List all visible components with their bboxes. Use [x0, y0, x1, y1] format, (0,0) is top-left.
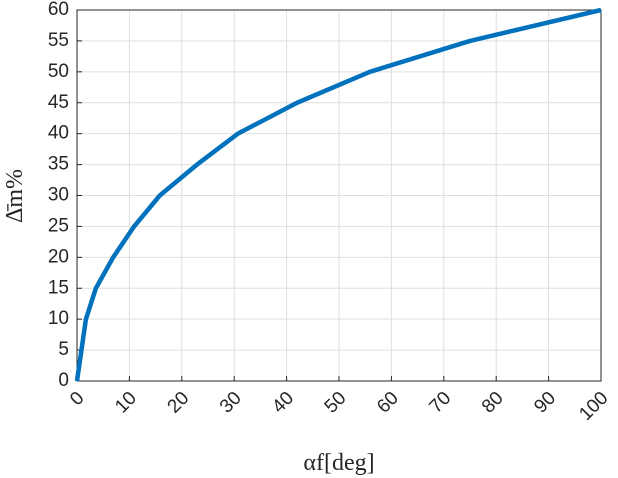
y-tick-label: 5	[58, 339, 69, 360]
x-tick-label: 70	[426, 388, 456, 418]
plot-box	[76, 9, 602, 382]
y-tick-label: 30	[48, 185, 69, 206]
x-tick-label: 20	[164, 388, 194, 418]
line	[74, 7, 602, 382]
y-tick-label: 60	[48, 0, 69, 20]
x-tick-label: 80	[478, 388, 508, 418]
y-tick-label: 40	[48, 123, 69, 144]
y-tick-label: 15	[48, 277, 69, 298]
x-tick-label: 50	[321, 388, 351, 418]
y-tick-label: 35	[48, 154, 69, 175]
x-tick-label: 30	[216, 388, 246, 418]
y-tick-label: 50	[48, 61, 69, 82]
x-axis-label: αf[deg]	[303, 450, 374, 476]
y-tick-label: 55	[48, 30, 69, 51]
x-tick-label: 100	[575, 388, 612, 425]
y-tick-label: 20	[48, 246, 69, 267]
y-tick-label: 10	[48, 308, 69, 329]
y-tick-label: 25	[48, 215, 69, 236]
x-tick-label: 90	[530, 388, 560, 418]
x-tick-label: 0	[66, 388, 88, 410]
x-tick-label: 60	[373, 388, 403, 418]
x-tick-label: 40	[268, 388, 298, 418]
y-tick-label: 45	[48, 92, 69, 113]
y-axis-label: Δ̄m%	[2, 169, 28, 223]
y-tick-label: 0	[58, 370, 69, 391]
x-tick-label: 10	[111, 388, 141, 418]
